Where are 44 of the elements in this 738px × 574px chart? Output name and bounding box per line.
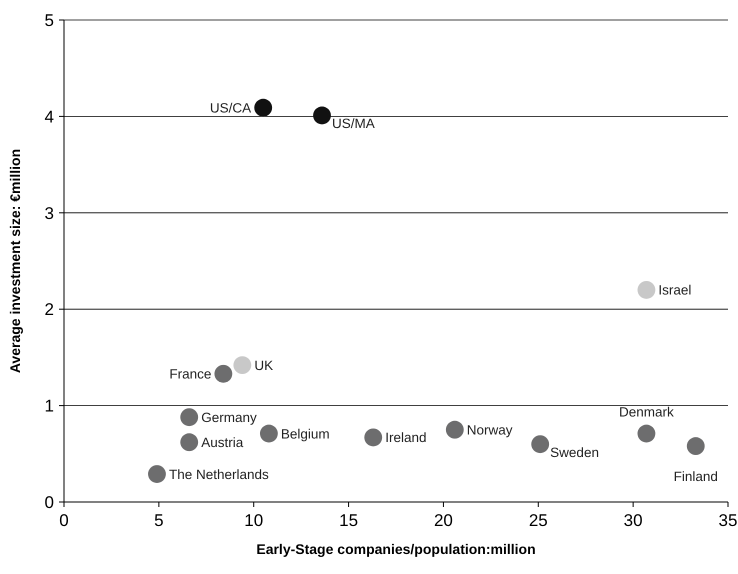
point	[364, 428, 382, 446]
point	[254, 98, 272, 117]
x-tick-label: 30	[624, 511, 643, 530]
x-tick-label: 0	[59, 511, 69, 530]
point	[313, 106, 331, 124]
annotation: Germany	[201, 410, 257, 425]
x-tick-label: 20	[434, 511, 453, 530]
y-tick-label: 2	[44, 300, 54, 320]
point	[214, 364, 232, 383]
point	[180, 433, 198, 452]
y-tick-label: 4	[44, 107, 54, 126]
annotation: Belgium	[280, 426, 330, 442]
point	[446, 420, 464, 439]
annotation: Israel	[658, 282, 692, 298]
x-tick-label: 5	[154, 511, 164, 530]
point	[260, 424, 278, 442]
x-tick-label: 35	[718, 511, 738, 530]
point	[531, 435, 550, 454]
x-tick-label: 15	[339, 511, 358, 530]
y-axis-title: Average investment size: €million	[7, 148, 23, 374]
annotation: UK	[254, 358, 274, 373]
point	[686, 437, 705, 455]
annotation: Finland	[674, 468, 718, 484]
annotation: The Netherlands	[168, 466, 270, 482]
x-tick-label: 25	[528, 511, 548, 530]
x-axis-title: Early-Stage companies/population:million	[256, 541, 536, 557]
annotation: Sweden	[550, 444, 599, 460]
y-tick-label: 0	[44, 492, 54, 512]
annotation: Norway	[466, 422, 513, 438]
y-tick-label: 3	[44, 204, 54, 223]
point	[148, 465, 166, 483]
point	[638, 424, 656, 442]
y-tick-label: 5	[44, 10, 54, 30]
annotation: US/CA	[210, 100, 252, 116]
annotation: Denmark	[619, 404, 674, 420]
annotation: Ireland	[385, 430, 427, 446]
point	[638, 281, 656, 299]
annotation: Austria	[201, 434, 244, 450]
point	[180, 408, 198, 426]
x-tick-label: 10	[244, 511, 264, 530]
annotation: US/MA	[332, 116, 375, 132]
y-tick-label: 1	[44, 396, 54, 416]
annotation: France	[169, 366, 212, 382]
point	[233, 356, 252, 374]
